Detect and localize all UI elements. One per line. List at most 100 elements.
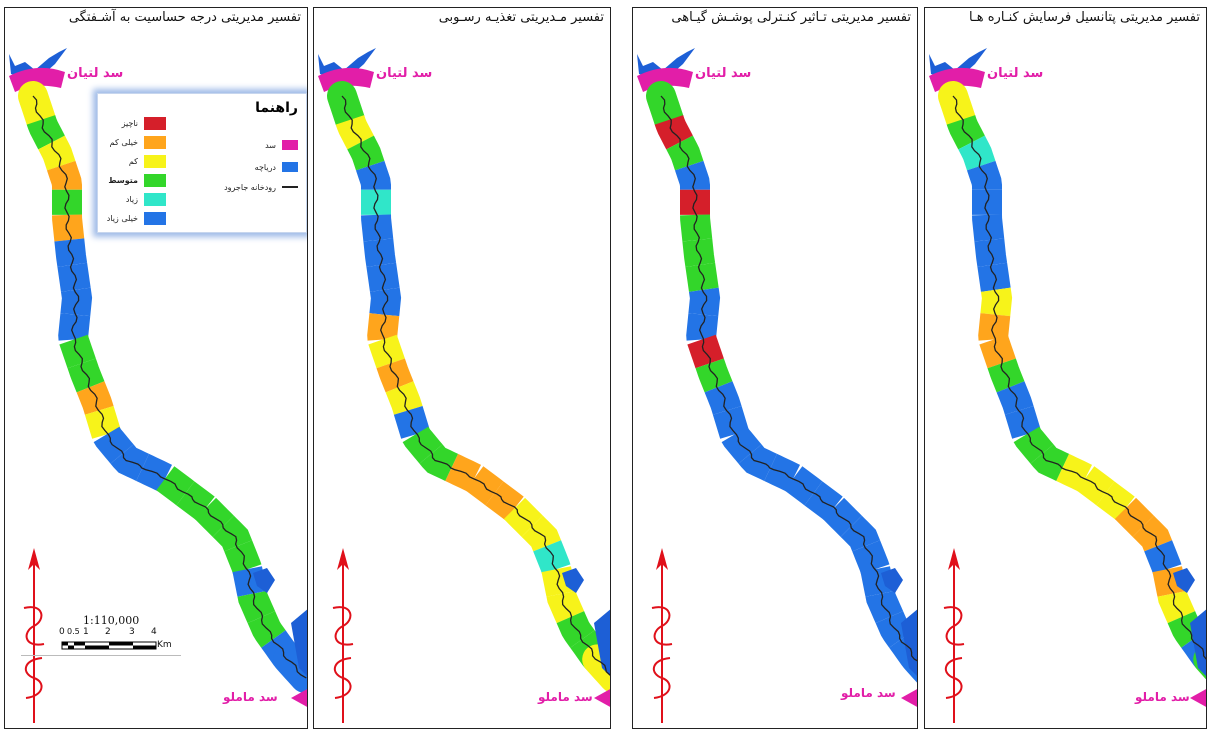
lake-edge-bottom — [1190, 609, 1206, 676]
legend-swatch — [282, 162, 298, 172]
river-centerline — [341, 95, 610, 676]
dam-bottom-shape — [1190, 689, 1206, 707]
river-segment — [402, 426, 443, 464]
panel-title-2: تفسیر مـدیریتی تغذیـه رسـوبی — [438, 10, 604, 25]
river-segment — [996, 381, 1034, 415]
legend-swatch — [144, 173, 166, 187]
river-segment — [335, 115, 374, 150]
river-segment — [674, 160, 710, 190]
lake-inlet — [881, 568, 903, 593]
river-centerline — [32, 95, 307, 679]
lake-edge-bottom — [291, 609, 307, 676]
legend-class-2: خیلی کم — [110, 135, 166, 149]
river-segment — [654, 115, 693, 150]
legend-swatch — [144, 135, 166, 149]
river-segment — [979, 334, 1016, 369]
river-segment — [946, 115, 985, 150]
dam-label-top-4: سد لتیان — [987, 66, 1044, 81]
dam-bottom-shape — [594, 689, 610, 707]
dam-label-bottom-3: سد ماملو — [841, 686, 896, 700]
river-segment — [680, 214, 713, 242]
map-panel-3: تفسیر مدیریتی تـاثیر کنـترلی پوشـش گیـاه… — [632, 7, 918, 729]
river-segment — [76, 381, 114, 415]
lake-inlet — [1173, 568, 1195, 593]
legend-swatch — [144, 211, 166, 225]
map-panel-4: تفسیر مدیریتی پتانسیل فرسایش کنـاره هـا … — [924, 7, 1207, 729]
river-segment — [704, 381, 742, 415]
legend-feature-dam: سد — [265, 138, 298, 152]
river-segment — [977, 262, 1011, 292]
panel-title-4: تفسیر مدیریتی پتانسیل فرسایش کنـاره هـا — [968, 10, 1200, 25]
river-segment — [366, 262, 400, 292]
legend-swatch — [282, 140, 298, 150]
river-map-1 — [9, 48, 307, 723]
legend-title: راهنما — [255, 100, 298, 116]
river-segment — [26, 115, 65, 150]
river-centerline — [660, 95, 917, 662]
river-centerline — [952, 95, 1206, 660]
river-segment — [865, 590, 904, 624]
north-arrow-icon — [23, 548, 45, 723]
river-segment — [368, 334, 405, 369]
legend-swatch — [144, 192, 166, 206]
river-segment — [1056, 453, 1093, 492]
river-segment — [52, 214, 85, 242]
map-legend: راهنما ناچیز خیلی کم کم متوسط زیاد خیلی … — [97, 93, 307, 233]
river-segment — [361, 214, 394, 242]
dam-label-top-1: سد لتیان — [67, 66, 124, 81]
dam-label-top-3: سد لتیان — [695, 66, 752, 81]
river-segment — [687, 334, 724, 369]
river-map-4 — [929, 48, 1206, 723]
river-segment — [355, 160, 391, 190]
lake-inlet — [253, 568, 275, 593]
scale-ticks: 0 0.5 1 2 3 4 — [59, 627, 157, 637]
river-segment — [385, 381, 423, 415]
river-segment — [1013, 426, 1054, 464]
dam-bottom-shape — [291, 689, 307, 707]
legend-class-5: زیاد — [126, 192, 166, 206]
legend-class-6: خیلی زیاد — [107, 211, 166, 225]
legend-swatch — [282, 186, 298, 188]
lake-edge-bottom — [901, 609, 917, 676]
dam-label-top-2: سد لتیان — [376, 66, 433, 81]
scale-bar-graphic — [61, 641, 157, 650]
scale-divider — [21, 655, 181, 656]
river-map-3 — [637, 48, 917, 723]
river-segment — [93, 426, 134, 464]
map-panel-2: تفسیر مـدیریتی تغذیـه رسـوبی سد لتیان سد… — [313, 7, 611, 729]
lake-edge-bottom — [594, 609, 610, 676]
dam-label-bottom-2: سد ماملو — [538, 690, 593, 704]
north-arrow-icon — [651, 548, 673, 723]
scale-unit: Km — [157, 640, 172, 650]
legend-swatch — [144, 116, 166, 130]
legend-feature-lake: دریاچه — [255, 160, 298, 174]
river-segment — [972, 214, 1005, 242]
legend-feature-river: رودخانه جاجرود — [224, 180, 298, 194]
panel-title-1: تفسیر مدیریتی درجه حساسیت به آشـفتگی — [68, 10, 301, 25]
dam-bottom-shape — [901, 689, 917, 707]
river-segment — [46, 160, 82, 190]
river-segment — [445, 453, 482, 492]
north-arrow-icon — [332, 548, 354, 723]
scale-ratio: 1:110,000 — [83, 614, 140, 627]
legend-swatch — [144, 154, 166, 168]
river-segment — [764, 453, 801, 492]
river-segment — [1157, 590, 1196, 624]
river-segment — [136, 453, 173, 492]
dam-label-bottom-1: سد ماملو — [223, 690, 278, 704]
dam-label-bottom-4: سد ماملو — [1135, 690, 1190, 704]
river-segment — [546, 590, 585, 624]
river-map-2 — [318, 48, 610, 723]
legend-class-1: ناچیز — [122, 116, 166, 130]
map-panel-1: تفسیر مدیریتی درجه حساسیت به آشـفتگی سد … — [4, 7, 308, 729]
panel-title-3: تفسیر مدیریتی تـاثیر کنـترلی پوشـش گیـاه… — [671, 10, 911, 25]
legend-class-3: کم — [129, 154, 166, 168]
river-segment — [966, 160, 1002, 190]
river-segment — [59, 334, 96, 369]
river-segment — [685, 262, 719, 292]
river-segment — [237, 590, 276, 624]
legend-class-4: متوسط — [108, 173, 166, 187]
river-segment — [57, 262, 91, 292]
lake-inlet — [562, 568, 584, 593]
north-arrow-icon — [943, 548, 965, 723]
